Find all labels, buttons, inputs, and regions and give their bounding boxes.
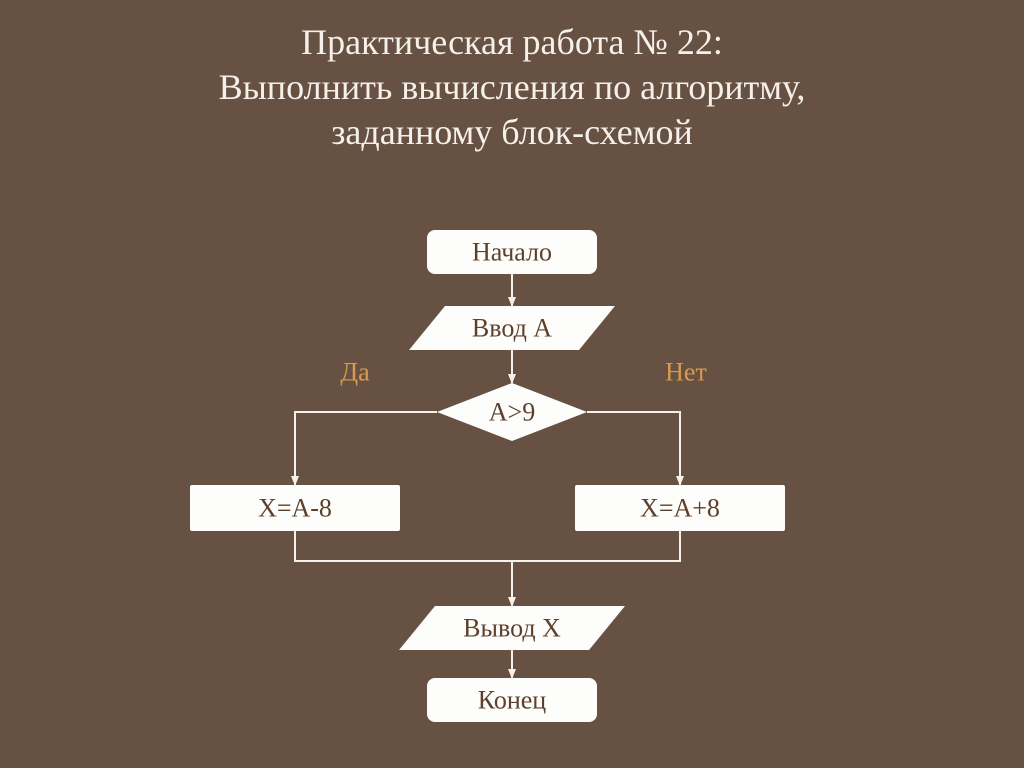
- node-input: Ввод А: [409, 306, 615, 350]
- svg-text:Конец: Конец: [478, 686, 547, 715]
- node-left: X=A-8: [190, 485, 400, 531]
- decision-label-yes: Да: [340, 358, 370, 387]
- flow-line: [512, 531, 680, 561]
- node-output: Вывод Х: [399, 606, 625, 650]
- svg-text:Вывод Х: Вывод Х: [463, 614, 561, 643]
- svg-text:Ввод А: Ввод А: [472, 314, 552, 343]
- svg-text:A>9: A>9: [489, 398, 535, 427]
- svg-text:Начало: Начало: [472, 238, 552, 267]
- node-right: X=A+8: [575, 485, 785, 531]
- flow-arrow: [587, 412, 680, 485]
- node-end: Конец: [427, 678, 597, 722]
- decision-label-no: Нет: [665, 358, 707, 387]
- flow-arrow: [295, 412, 437, 485]
- flow-line: [295, 531, 512, 561]
- flowchart-diagram: Начало Ввод А A>9 X=A-8 X=A+8 Вывод Х Конец Да Н…: [0, 0, 1024, 768]
- node-start: Начало: [427, 230, 597, 274]
- slide: Практическая работа № 22: Выполнить вычи…: [0, 0, 1024, 768]
- svg-text:X=A-8: X=A-8: [258, 494, 332, 523]
- node-decision: A>9: [437, 383, 587, 441]
- svg-text:X=A+8: X=A+8: [640, 494, 720, 523]
